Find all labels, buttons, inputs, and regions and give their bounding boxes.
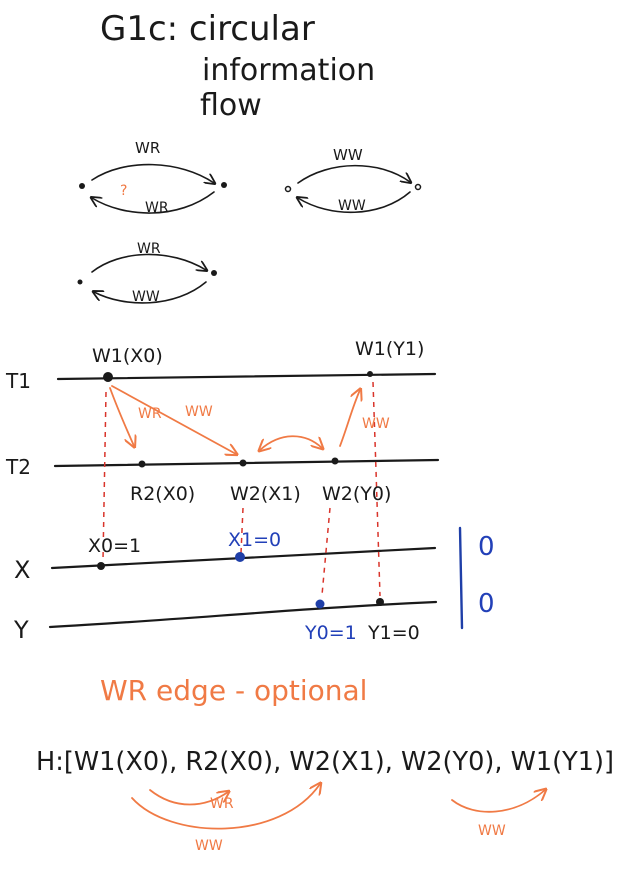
side-bar — [458, 526, 464, 630]
x0-label: X0=1 — [88, 535, 141, 557]
op-r2x0-label: R2(X0) — [130, 483, 195, 505]
pattern1-bottom-arrow — [92, 191, 215, 214]
edge-ww-left-label: WW — [185, 404, 213, 420]
dash-w1y1-to-y1 — [372, 381, 381, 597]
y0-label: Y0=1 — [304, 622, 357, 644]
timeline-diagram: T1 T2 X Y W1(X0) W1(Y1) R2(X0) W2(X1) W2… — [5, 338, 495, 644]
op-w1y1-dot — [367, 371, 373, 377]
x0-dot — [97, 562, 105, 570]
optional-edge-note: WR edge - optional — [100, 674, 367, 707]
edge-w2x1-w2y0-bidirectional — [260, 435, 322, 450]
history-text: H:[W1(X0), R2(X0), W2(X1), W2(Y0), W1(Y1… — [36, 747, 614, 777]
op-w2y0-label: W2(Y0) — [322, 483, 391, 505]
side-value-x: 0 — [478, 532, 495, 562]
history-ww-long-label: WW — [195, 838, 223, 854]
t1-line — [56, 372, 437, 381]
pattern3-top-arrow — [91, 253, 206, 273]
pattern1-right-node — [221, 182, 227, 188]
edge-ww-w2y0-w1y1 — [339, 390, 360, 447]
dash-w2y0-to-y0 — [321, 507, 331, 596]
op-r2x0-dot — [138, 460, 146, 468]
op-w1x0-label: W1(X0) — [92, 345, 163, 367]
pattern2-bottom-arrow — [298, 191, 411, 214]
y0-dot — [315, 599, 325, 609]
title-line-1: G1c: circular — [100, 9, 315, 49]
row-label-y: Y — [13, 616, 29, 644]
op-w1y1-label: W1(Y1) — [355, 338, 424, 360]
pattern-wr-wr: WR WR ? — [79, 139, 227, 216]
pattern2-top-label: WW — [333, 146, 363, 164]
pattern3-bottom-label: WW — [132, 289, 160, 305]
edge-wr-w1x0-r2x0 — [109, 387, 134, 446]
op-w2x1-dot — [239, 459, 247, 467]
pattern1-top-arrow — [91, 163, 214, 183]
edge-ww-w1x0-w2x1 — [111, 385, 236, 454]
pattern-wr-ww: WR WW — [77, 241, 217, 305]
row-label-x: X — [14, 556, 30, 584]
pattern2-right-node — [414, 183, 422, 191]
history-wr-label: WR — [210, 796, 234, 812]
row-label-t2: T2 — [5, 455, 31, 479]
y1-label: Y1=0 — [367, 622, 420, 644]
dash-w2x1-to-x1 — [240, 507, 244, 554]
title-line-2: information — [202, 53, 375, 88]
history-ww-right-label: WW — [478, 823, 506, 839]
pattern2-left-node — [284, 185, 292, 193]
side-value-y: 0 — [478, 589, 495, 619]
history-ww-long-arrow — [131, 784, 320, 830]
pattern1-question-mark: ? — [120, 183, 127, 199]
pattern1-top-label: WR — [135, 139, 160, 157]
pattern3-top-label: WR — [137, 241, 161, 257]
pattern2-top-arrow — [297, 164, 410, 183]
pattern1-left-node — [79, 183, 85, 189]
history-ww-right-arrow — [451, 790, 545, 813]
edge-ww-right-label: WW — [362, 416, 390, 432]
op-w1x0-dot — [103, 372, 113, 382]
pattern3-left-node — [77, 279, 83, 285]
title-block: G1c: circular information flow — [100, 9, 375, 123]
pattern2-bottom-label: WW — [338, 198, 366, 214]
pattern3-bottom-arrow — [94, 281, 207, 304]
history-wr-arrow — [149, 789, 228, 806]
title-line-3: flow — [200, 88, 262, 123]
x1-dot — [235, 552, 245, 562]
op-w2x1-label: W2(X1) — [230, 483, 301, 505]
pattern3-right-node — [211, 270, 217, 276]
edge-wr-label: WR — [138, 406, 162, 422]
y1-dot — [376, 598, 384, 606]
dash-w1x0-to-x0 — [102, 391, 107, 561]
pattern1-bottom-label: WR — [145, 200, 169, 216]
row-label-t1: T1 — [5, 369, 31, 393]
history-block: H:[W1(X0), R2(X0), W2(X1), W2(Y0), W1(Y1… — [36, 747, 614, 854]
x1-label: X1=0 — [228, 529, 281, 551]
op-w2y0-dot — [331, 457, 339, 465]
pattern-ww-ww: WW WW — [284, 146, 422, 214]
